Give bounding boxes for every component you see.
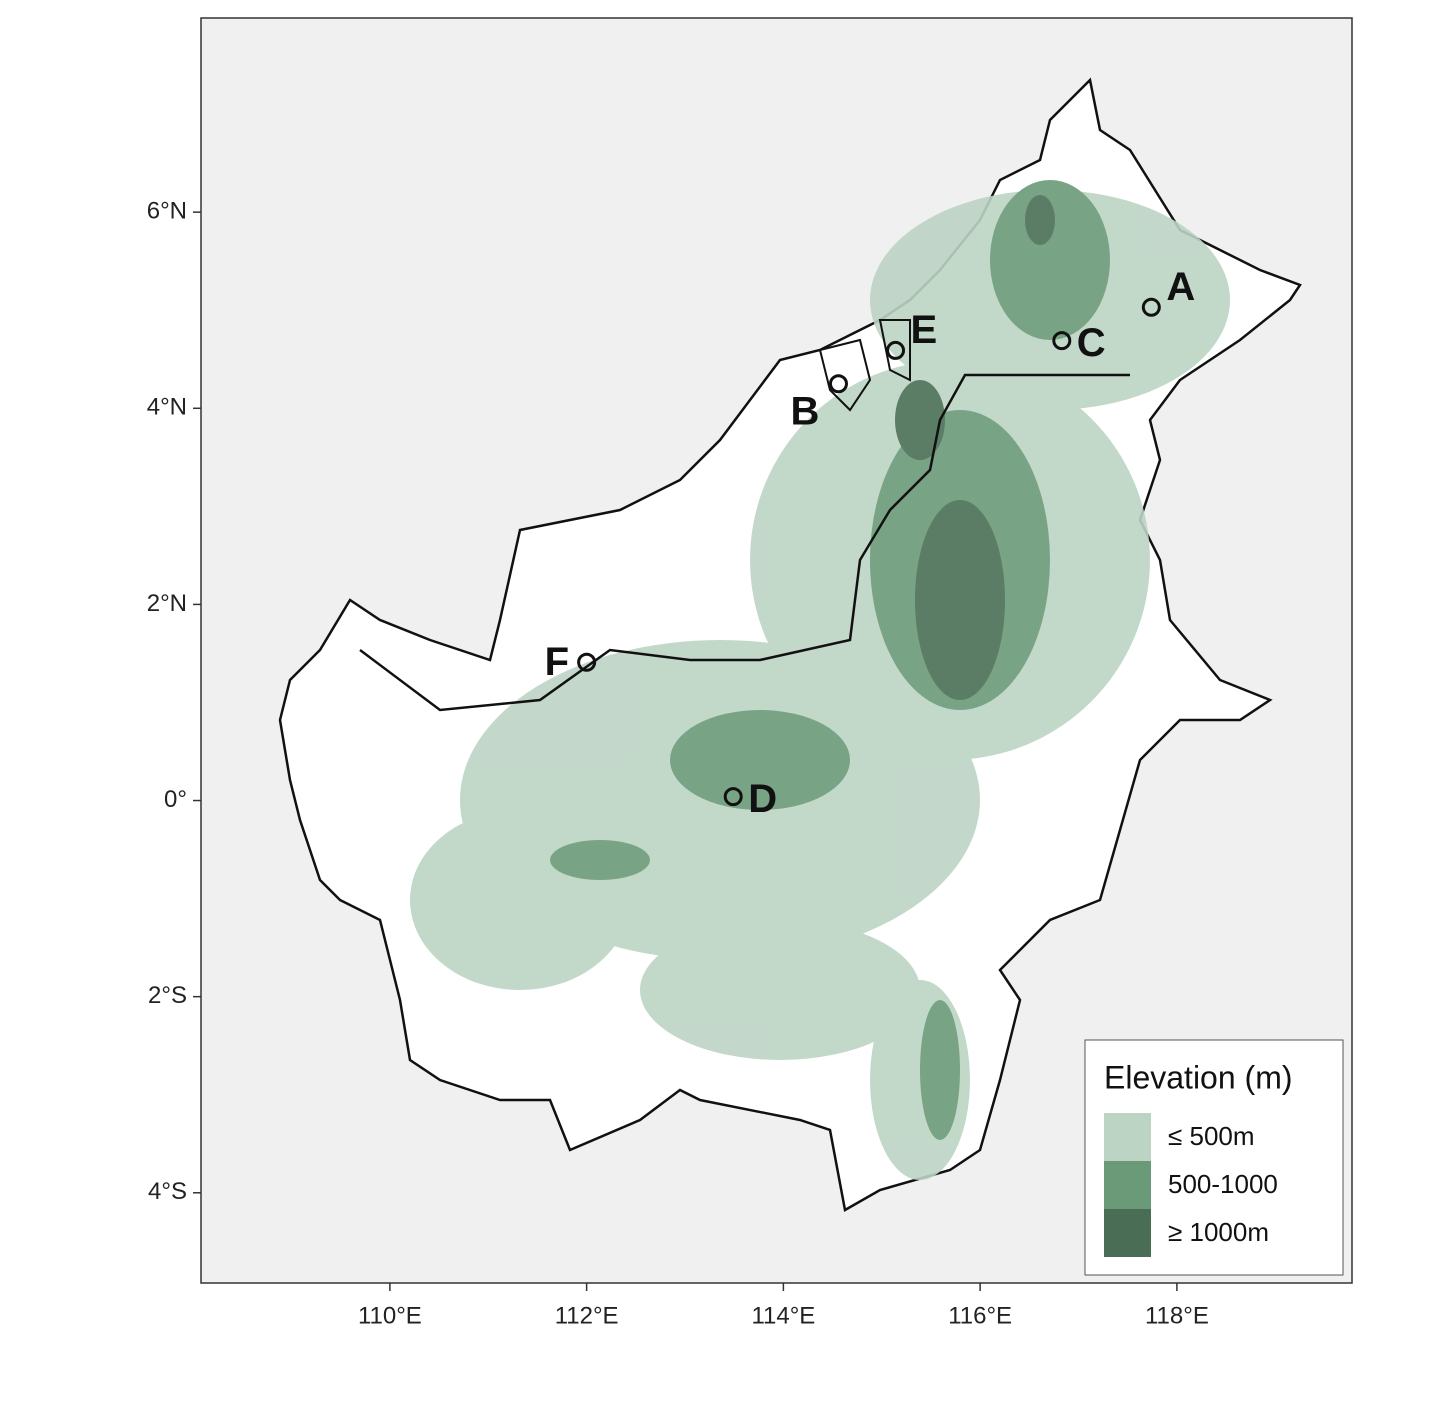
x-tick-label: 110°E	[358, 1302, 422, 1329]
legend-title: Elevation (m)	[1104, 1059, 1293, 1095]
legend-label: ≥ 1000m	[1168, 1217, 1269, 1247]
legend-swatch	[1104, 1113, 1151, 1161]
site-marker	[886, 340, 906, 360]
site-label: E	[911, 308, 938, 352]
x-tick-label: 114°E	[751, 1302, 815, 1329]
legend-label: 500-1000	[1168, 1169, 1278, 1199]
x-tick-label: 118°E	[1145, 1302, 1209, 1329]
site-marker	[1052, 331, 1072, 351]
y-tick-label: 6°N	[147, 198, 187, 225]
y-tick-label: 4°N	[147, 394, 187, 421]
island	[278, 77, 1302, 1212]
legend-swatch	[1104, 1209, 1151, 1257]
site-marker	[577, 652, 597, 672]
site-marker	[1141, 297, 1161, 317]
elevation-shading	[410, 180, 1230, 1180]
site-label: D	[748, 777, 777, 821]
site-label: B	[790, 389, 819, 433]
legend-label: ≤ 500m	[1168, 1121, 1255, 1151]
site-label: C	[1077, 321, 1106, 365]
site-label: F	[545, 640, 569, 684]
legend-swatch	[1104, 1161, 1151, 1209]
y-tick-label: 4°S	[148, 1178, 187, 1205]
border	[359, 373, 1130, 712]
site-marker	[828, 374, 848, 394]
site-marker	[723, 787, 743, 807]
overlay: 110°E 112°E 114°E 116°E 118°E 4°S 2°S 0° 2°N 4°N 6…	[147, 198, 1344, 1329]
x-tick-label: 112°E	[555, 1302, 619, 1329]
site-label: A	[1166, 265, 1195, 309]
y-tick-label: 2°N	[147, 590, 187, 617]
x-tick-label: 116°E	[948, 1302, 1012, 1329]
y-tick-label: 2°S	[148, 982, 187, 1009]
y-tick-label: 0°	[164, 786, 187, 813]
